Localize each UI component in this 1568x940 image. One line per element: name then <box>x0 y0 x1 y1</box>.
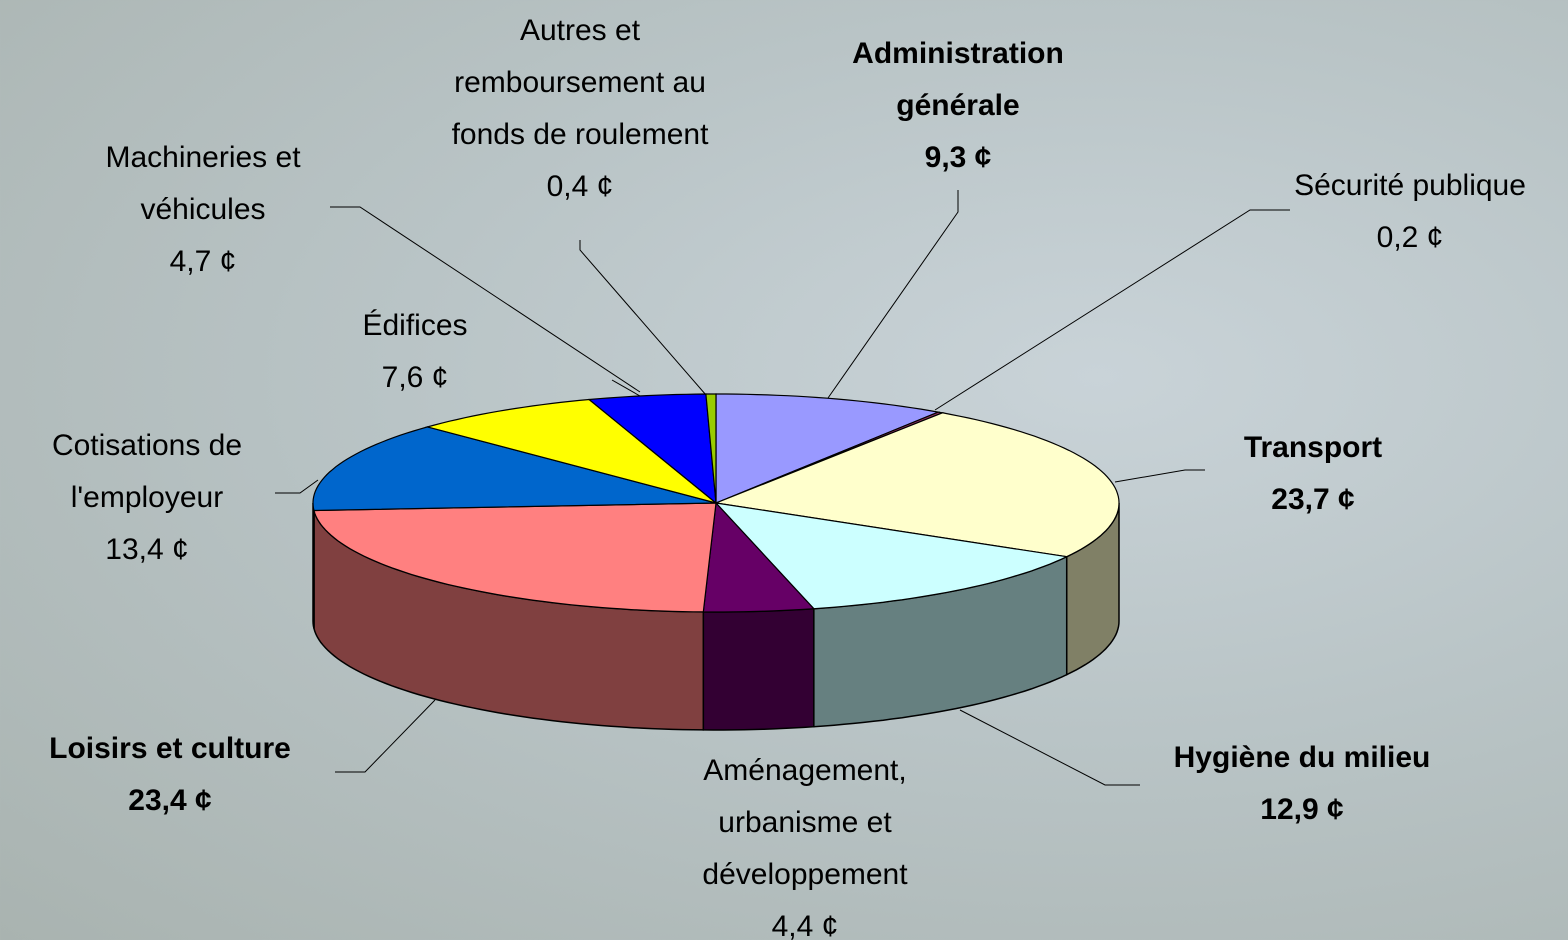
slice-top <box>587 393 717 505</box>
leader-line <box>1114 469 1205 483</box>
slice-label: Autres et remboursement au fonds de roul… <box>452 5 709 213</box>
slice-label: Transport 23,7 ¢ <box>1244 422 1382 526</box>
slice-label: Machineries et véhicules 4,7 ¢ <box>105 132 300 288</box>
slice-label: Cotisations de l'employeur 13,4 ¢ <box>52 420 242 576</box>
slice-top <box>312 426 717 512</box>
value-label: 7,6 ¢ <box>381 361 449 394</box>
slice-label: Sécurité publique 0,2 ¢ <box>1294 160 1526 264</box>
leader-line <box>611 379 641 397</box>
slice-label: Aménagement, urbanisme et développement 4… <box>702 745 907 940</box>
value-label: 23,4 ¢ <box>128 784 212 817</box>
value-label: 13,4 ¢ <box>105 533 189 566</box>
leader-line <box>335 699 436 773</box>
category-name: Sécurité publique <box>1294 169 1526 202</box>
leader-line <box>827 190 959 399</box>
category-name: Hygiène du milieu <box>1173 741 1431 774</box>
category-name: Aménagement, urbanisme et développement <box>702 754 908 891</box>
category-name: Administration générale <box>852 37 1064 122</box>
slice-label: Édifices 7,6 ¢ <box>362 300 467 404</box>
value-label: 23,7 ¢ <box>1271 483 1355 516</box>
slice-top <box>702 501 816 613</box>
category-name: Autres et remboursement au fonds de roul… <box>451 14 709 151</box>
leader-line <box>959 709 1140 786</box>
category-name: Machineries et véhicules <box>105 141 301 226</box>
slice-top <box>313 502 717 613</box>
slice-label: Hygiène du milieu 12,9 ¢ <box>1174 732 1431 836</box>
value-label: 0,4 ¢ <box>546 170 614 203</box>
value-label: 4,4 ¢ <box>771 910 839 940</box>
slice-side <box>312 502 315 629</box>
slice-top <box>714 502 1069 610</box>
slice-top <box>705 393 717 504</box>
value-label: 9,3 ¢ <box>924 141 992 174</box>
leader-line <box>330 206 641 393</box>
leader-line <box>275 479 319 494</box>
slice-label: Loisirs et culture 23,4 ¢ <box>49 723 291 827</box>
value-label: 12,9 ¢ <box>1260 793 1344 826</box>
value-label: 0,2 ¢ <box>1376 221 1444 254</box>
leader-line <box>579 240 707 396</box>
slice-top <box>425 398 717 504</box>
slice-side <box>702 607 815 731</box>
category-name: Transport <box>1243 431 1383 464</box>
slice-top <box>713 412 1120 558</box>
category-name: Loisirs et culture <box>49 732 291 765</box>
leader-line <box>934 209 1290 411</box>
slice-label: Administration générale 9,3 ¢ <box>852 28 1064 184</box>
value-label: 4,7 ¢ <box>169 245 237 278</box>
category-name: Édifices <box>362 309 468 342</box>
category-name: Cotisations de l'employeur <box>51 429 243 514</box>
slice-top <box>715 393 941 504</box>
